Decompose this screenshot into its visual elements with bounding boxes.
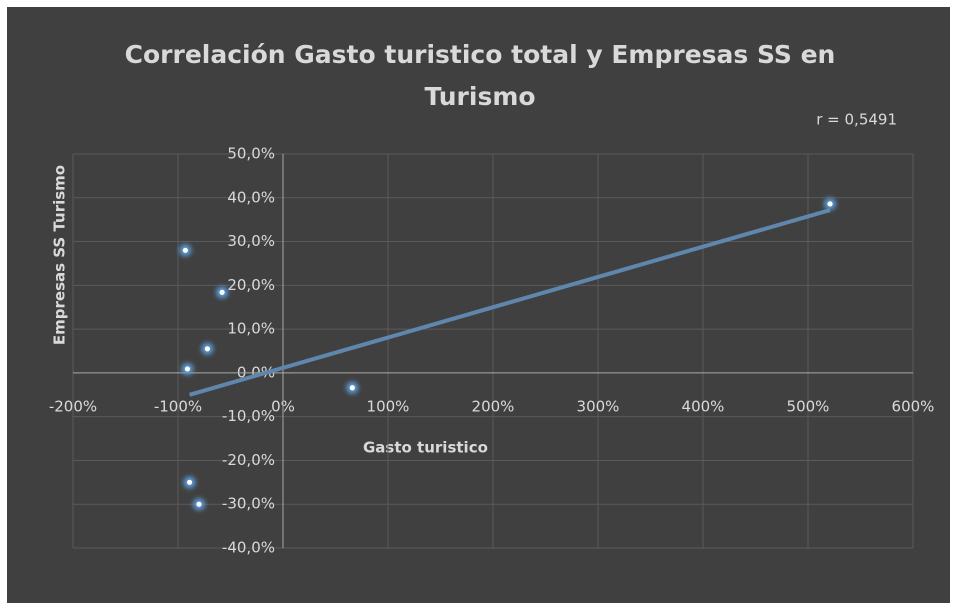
x-tick-label: 600% (892, 397, 935, 415)
x-axis-label: Gasto turistico (363, 439, 488, 457)
trendline (188, 208, 831, 397)
x-tick-label: 400% (682, 397, 725, 415)
x-tick-label: -100% (154, 397, 202, 415)
point (179, 244, 192, 257)
y-tick-label: -30,0% (222, 495, 275, 513)
point-core (186, 479, 193, 485)
y-tick-label: 20,0% (227, 276, 275, 294)
point-core (182, 247, 188, 253)
point-core (184, 366, 191, 372)
point (824, 197, 837, 210)
x-tick-label: 500% (787, 397, 830, 415)
point (193, 498, 205, 511)
point (181, 362, 194, 375)
y-tick-label: 50,0% (227, 145, 275, 163)
y-tick-label: -40,0% (222, 539, 275, 557)
annotation: r = 0,5491 (816, 111, 897, 129)
chart-background (7, 7, 950, 603)
x-tick-label: 300% (577, 397, 620, 415)
chart-title: Correlación Gasto turistico total y Empr… (124, 40, 836, 111)
x-tick-label: 100% (367, 397, 410, 415)
point (346, 381, 359, 394)
x-tick-label: -200% (49, 397, 97, 415)
y-axis-label: Empresas SS Turismo (51, 165, 69, 345)
point (216, 286, 229, 299)
y-tick-label: 10,0% (227, 320, 275, 338)
point-core (204, 346, 210, 352)
y-tick-label: 30,0% (227, 232, 275, 250)
x-tick-label: 200% (472, 397, 515, 415)
point-core (196, 501, 202, 507)
y-tick-label: 40,0% (227, 188, 275, 206)
y-tick-label: -10,0% (222, 407, 275, 425)
point (201, 342, 214, 355)
point-core (349, 385, 355, 391)
point (183, 476, 196, 489)
point-core (827, 201, 833, 207)
y-tick-label: -20,0% (222, 451, 275, 469)
point-core (219, 289, 225, 295)
